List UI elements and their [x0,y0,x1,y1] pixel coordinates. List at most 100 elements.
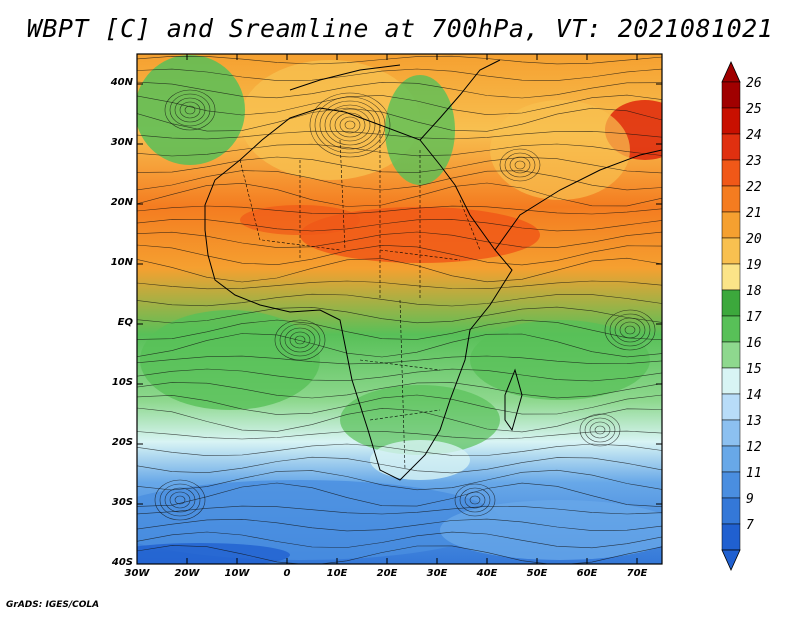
colorbar-swatch [721,393,741,421]
colorbar-swatch [721,523,741,551]
colorbar [721,61,741,571]
colorbar-swatch [721,185,741,213]
vortex-ring [509,156,531,174]
vortex-ring [169,93,211,127]
border-line [379,249,461,261]
streamline [137,456,662,474]
streamline [137,443,662,457]
lat-label: 20S [111,437,133,448]
coastlines [204,59,662,481]
lon-label: 10E [326,568,348,579]
vortex-ring [174,495,186,505]
streamline [137,182,662,207]
vortex-ring [624,325,636,335]
colorbar-bottom-arrow [721,549,741,571]
colorbar-swatch [721,445,741,473]
country-borders [239,125,481,471]
border-line [339,139,346,251]
vortex-ring [469,495,481,505]
axis-ticks [136,54,662,565]
vortex-ring [294,335,306,345]
vortex-ring [274,319,326,361]
vortex-ring [339,116,361,134]
vortex-ring [154,479,206,521]
border-line [261,239,341,251]
vortex-ring [179,101,201,119]
vortex-ring [344,120,356,130]
lat-label: 40N [110,77,133,88]
streamline [137,107,662,132]
colorbar-label: 23 [746,154,762,169]
colorbar-swatch [721,211,741,239]
lat-label: 10N [110,257,133,268]
streamline [137,81,662,99]
streamline [137,518,662,532]
colorbar-label: 12 [746,440,762,455]
colorbar-swatch [721,315,741,343]
streamline [137,382,662,399]
vortex-ring [454,483,496,517]
vortex-ring [579,413,621,447]
streamline [137,545,662,564]
streamline [137,430,662,440]
colorbar-label: 14 [746,388,762,403]
colorbar-swatch [721,263,741,291]
colorbar-label: 15 [746,362,762,377]
border-line [369,409,441,421]
lon-label: 60E [576,568,598,579]
colorbar-swatch [721,471,741,499]
colorbar-label: 11 [746,466,762,481]
streamline [137,531,662,549]
streamline [137,143,662,157]
colorbar-swatch [721,341,741,369]
colorbar-swatch [721,133,741,161]
streamline [137,368,662,382]
streamline [137,244,662,266]
vortex-ring [324,104,376,146]
vortex-ring [619,321,641,339]
lon-label: 50E [526,568,548,579]
credit-label: GrADS: IGES/COLA [6,600,100,610]
vortex-ring [589,421,611,439]
lon-label: 70E [626,568,648,579]
colorbar-swatch [721,289,741,317]
colorbar-swatch [721,81,741,109]
vortex-ring [174,97,206,123]
vortex-ring [169,491,191,509]
streamline [137,505,662,515]
streamline [137,355,662,365]
vortex-ring [184,105,196,115]
streamline [137,394,662,415]
vortex-ring [464,491,486,509]
streamline [137,333,662,358]
colorbar-swatch [721,159,741,187]
vortex-ring [309,92,391,158]
lat-label: 10S [111,377,133,388]
colorbar-label: 16 [746,336,762,351]
colorbar-swatch [721,237,741,265]
streamline [137,55,662,65]
vortex-ring [164,89,216,131]
temperature-field [137,54,662,564]
streamline [137,130,662,140]
streamline [137,219,662,232]
streamline [137,280,662,290]
vortex-ring [314,96,386,154]
colorbar-label: 21 [746,206,762,221]
vortex-ring [614,317,646,343]
colorbar-label: 9 [746,492,754,507]
vortex-ring [329,108,371,142]
vortex-ring [504,152,536,178]
vortex-ring [604,309,656,351]
lon-label: 30E [426,568,448,579]
vortex-ring [514,160,526,170]
streamline [137,257,662,283]
streamline [137,306,662,324]
streamline [137,469,662,491]
streamline [137,319,662,341]
colorbar-label: 26 [746,76,762,91]
streamline [137,407,662,433]
map-frame [136,53,663,565]
lon-label: 30W [124,568,150,579]
